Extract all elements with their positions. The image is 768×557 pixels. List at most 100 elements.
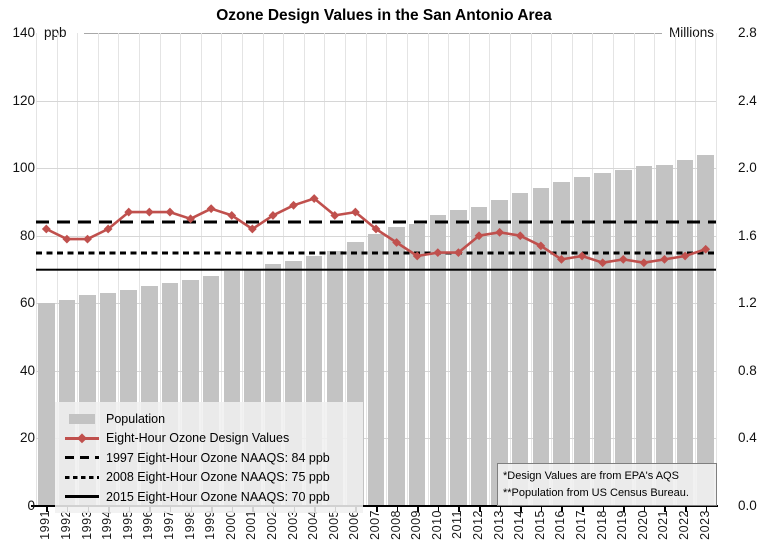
ozone-data-point bbox=[330, 211, 340, 220]
legend-swatch-sw-line bbox=[65, 433, 99, 443]
population-bar bbox=[388, 227, 405, 506]
ozone-data-point bbox=[350, 207, 360, 217]
right-axis-tick-label: 2.4 bbox=[738, 92, 757, 108]
left-axis-tick-label: 100 bbox=[12, 160, 35, 176]
population-bar bbox=[635, 166, 653, 506]
population-bar bbox=[470, 206, 488, 506]
legend-swatch bbox=[65, 413, 99, 424]
ozone-data-point bbox=[165, 207, 175, 217]
x-axis-year-label: 1997 bbox=[161, 510, 176, 540]
legend-label: 2015 Eight-Hour Ozone NAAQS: 70 ppb bbox=[106, 489, 330, 504]
x-axis-year-label: 2005 bbox=[326, 510, 341, 540]
legend-label: 2008 Eight-Hour Ozone NAAQS: 75 ppb bbox=[106, 470, 330, 485]
legend-swatch bbox=[65, 495, 99, 499]
x-axis-year-label: 2015 bbox=[532, 510, 547, 540]
legend-swatch-sw-long-dash bbox=[65, 456, 99, 460]
plot-area: Population Eight-Hour Ozone Design Values… bbox=[36, 33, 717, 513]
plot-top-border bbox=[84, 33, 662, 34]
population-bar bbox=[429, 215, 447, 506]
population-bar bbox=[697, 154, 714, 506]
legend-swatch-sw-short-dash bbox=[65, 475, 99, 479]
legend-item-naaqs-84: 1997 Eight-Hour Ozone NAAQS: 84 ppb bbox=[65, 448, 363, 468]
population-bar bbox=[408, 223, 426, 506]
x-axis-year-label: 2011 bbox=[450, 510, 465, 539]
x-axis-tick bbox=[479, 507, 481, 512]
legend-swatch-sw-bar bbox=[69, 413, 95, 424]
right-axis-tick-label: 0.8 bbox=[738, 362, 757, 378]
population-bar bbox=[38, 303, 55, 506]
legend-diamond-marker bbox=[77, 433, 87, 443]
right-axis-tick-label: 2.0 bbox=[738, 160, 757, 176]
x-axis-year-label: 2012 bbox=[471, 510, 486, 540]
ozone-data-point bbox=[41, 224, 51, 234]
left-axis-tick-label: 80 bbox=[19, 227, 35, 243]
left-axis-tick-label: 140 bbox=[12, 25, 35, 40]
legend-swatch bbox=[65, 456, 99, 460]
x-axis-tick bbox=[458, 507, 460, 512]
right-axis-tick-label: 1.2 bbox=[738, 295, 757, 311]
right-axis-tick-label: 0.0 bbox=[738, 498, 757, 513]
x-axis-year-label: 2006 bbox=[347, 510, 362, 540]
population-bar bbox=[676, 159, 694, 506]
x-axis-tick bbox=[623, 507, 625, 512]
x-axis-tick bbox=[376, 507, 378, 512]
x-axis-year-label: 1995 bbox=[120, 510, 135, 540]
x-axis-year-label: 2018 bbox=[594, 510, 609, 540]
footnote-box: *Design Values are from EPA's AQS **Popu… bbox=[497, 463, 717, 506]
horizontal-gridline bbox=[36, 100, 716, 102]
x-axis-year-label: 2007 bbox=[368, 510, 382, 540]
x-axis-tick bbox=[540, 507, 543, 512]
x-axis-tick bbox=[685, 507, 687, 512]
legend-item-naaqs-75: 2008 Eight-Hour Ozone NAAQS: 75 ppb bbox=[65, 468, 363, 488]
x-axis-year-label: 1994 bbox=[100, 510, 115, 540]
right-axis-tick-label: 1.6 bbox=[738, 227, 757, 243]
ozone-data-point bbox=[247, 224, 257, 234]
x-axis-year-label: 2000 bbox=[223, 510, 238, 540]
chart-title: Ozone Design Values in the San Antonio A… bbox=[216, 7, 552, 24]
population-bar bbox=[573, 176, 591, 506]
x-axis-year-label: 2023 bbox=[697, 510, 712, 540]
population-bar bbox=[450, 210, 467, 506]
right-axis-tick-label: 0.4 bbox=[738, 430, 757, 446]
legend-label: Population bbox=[106, 411, 166, 426]
x-axis-year-label: 2010 bbox=[429, 510, 444, 540]
x-axis-line bbox=[31, 505, 718, 507]
right-axis-unit-label: Millions bbox=[669, 25, 715, 40]
left-axis-tick-label: 120 bbox=[12, 92, 35, 108]
x-axis-year-label: 2022 bbox=[677, 510, 692, 540]
footnote-line-2: **Population from US Census Bureau. bbox=[503, 486, 689, 499]
population-bar bbox=[511, 193, 529, 506]
x-axis-tick bbox=[664, 507, 666, 512]
left-axis-tick-label: 0 bbox=[27, 498, 35, 513]
x-axis-year-label: 1996 bbox=[141, 510, 156, 540]
x-axis-year-label: 2008 bbox=[388, 510, 403, 540]
x-axis-year-label: 2003 bbox=[285, 510, 300, 540]
naaqs-line-84ppb bbox=[36, 220, 716, 224]
legend-item-ozone: Eight-Hour Ozone Design Values bbox=[65, 429, 363, 449]
x-axis-year-label: 2001 bbox=[244, 510, 259, 540]
legend-label: 1997 Eight-Hour Ozone NAAQS: 84 ppb bbox=[106, 450, 330, 465]
population-bar bbox=[656, 164, 673, 506]
legend-item-population: Population bbox=[65, 409, 363, 429]
ozone-data-point bbox=[289, 200, 298, 210]
population-bar bbox=[553, 181, 570, 506]
x-axis-tick bbox=[417, 507, 419, 512]
ozone-data-point bbox=[268, 211, 278, 220]
x-axis-tick bbox=[499, 507, 502, 512]
legend-swatch-sw-solid bbox=[65, 495, 99, 499]
ozone-data-point bbox=[227, 211, 237, 220]
x-axis-year-label: 2017 bbox=[574, 510, 589, 540]
x-axis-year-label: 1993 bbox=[79, 510, 94, 540]
x-axis-tick bbox=[437, 507, 440, 512]
ozone-data-point bbox=[144, 207, 154, 217]
legend-swatch bbox=[65, 475, 99, 479]
population-bar bbox=[491, 200, 508, 506]
x-axis-year-label: 2020 bbox=[635, 510, 650, 540]
footnote-line-1: *Design Values are from EPA's AQS bbox=[503, 470, 679, 482]
x-axis-tick bbox=[643, 507, 646, 512]
left-axis-tick-label: 40 bbox=[19, 362, 35, 378]
x-axis-year-label: 2004 bbox=[306, 510, 321, 540]
horizontal-gridline bbox=[36, 168, 716, 170]
ozone-data-point bbox=[103, 224, 113, 234]
naaqs-line-75ppb bbox=[36, 251, 716, 255]
